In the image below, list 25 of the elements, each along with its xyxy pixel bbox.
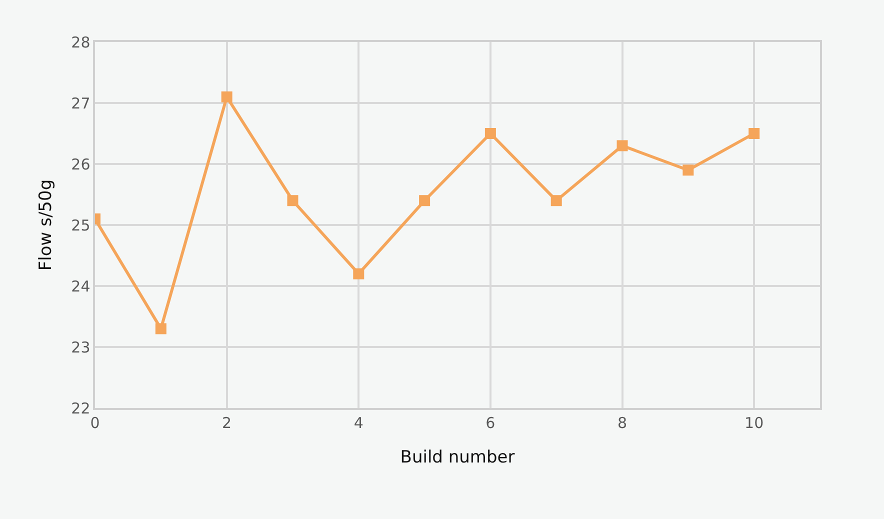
x-tick-label: 0 xyxy=(90,414,100,432)
point xyxy=(221,91,232,102)
x-tick-label: 2 xyxy=(222,414,232,432)
x-axis-title: Build number xyxy=(400,448,515,468)
x-tick-label: 10 xyxy=(744,414,764,432)
y-tick-label: 26 xyxy=(71,155,90,174)
point xyxy=(550,195,562,206)
x-tick-label: 6 xyxy=(486,414,496,432)
point xyxy=(682,164,694,176)
point xyxy=(419,195,430,206)
point xyxy=(353,268,364,280)
y-tick-label: 28 xyxy=(71,33,90,52)
point xyxy=(155,323,166,334)
y-tick-label: 25 xyxy=(71,216,90,234)
y-tick-label: 24 xyxy=(71,277,90,296)
y-tick-label: 23 xyxy=(71,338,90,356)
x-tick-label: 8 xyxy=(617,414,628,432)
point xyxy=(484,128,496,139)
y-tick-label: 22 xyxy=(71,399,90,418)
y-axis-title: Flow s/50g xyxy=(36,179,56,271)
y-tick-label: 27 xyxy=(71,94,90,112)
point xyxy=(748,128,760,139)
point xyxy=(616,140,628,152)
point xyxy=(287,195,298,206)
x-tick-label: 4 xyxy=(354,414,364,432)
